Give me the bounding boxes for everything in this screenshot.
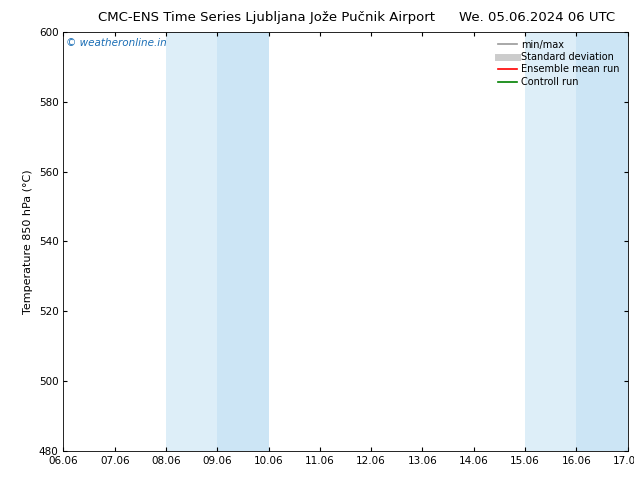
Legend: min/max, Standard deviation, Ensemble mean run, Controll run: min/max, Standard deviation, Ensemble me… — [495, 37, 623, 90]
Bar — [166, 32, 217, 451]
Text: CMC-ENS Time Series Ljubljana Jože Pučnik Airport: CMC-ENS Time Series Ljubljana Jože Pučni… — [98, 11, 435, 24]
Text: We. 05.06.2024 06 UTC: We. 05.06.2024 06 UTC — [459, 11, 615, 24]
Bar — [576, 32, 628, 451]
Bar — [525, 32, 576, 451]
Bar — [217, 32, 269, 451]
Y-axis label: Temperature 850 hPa (°C): Temperature 850 hPa (°C) — [23, 169, 33, 314]
Text: © weatheronline.in: © weatheronline.in — [66, 38, 167, 48]
